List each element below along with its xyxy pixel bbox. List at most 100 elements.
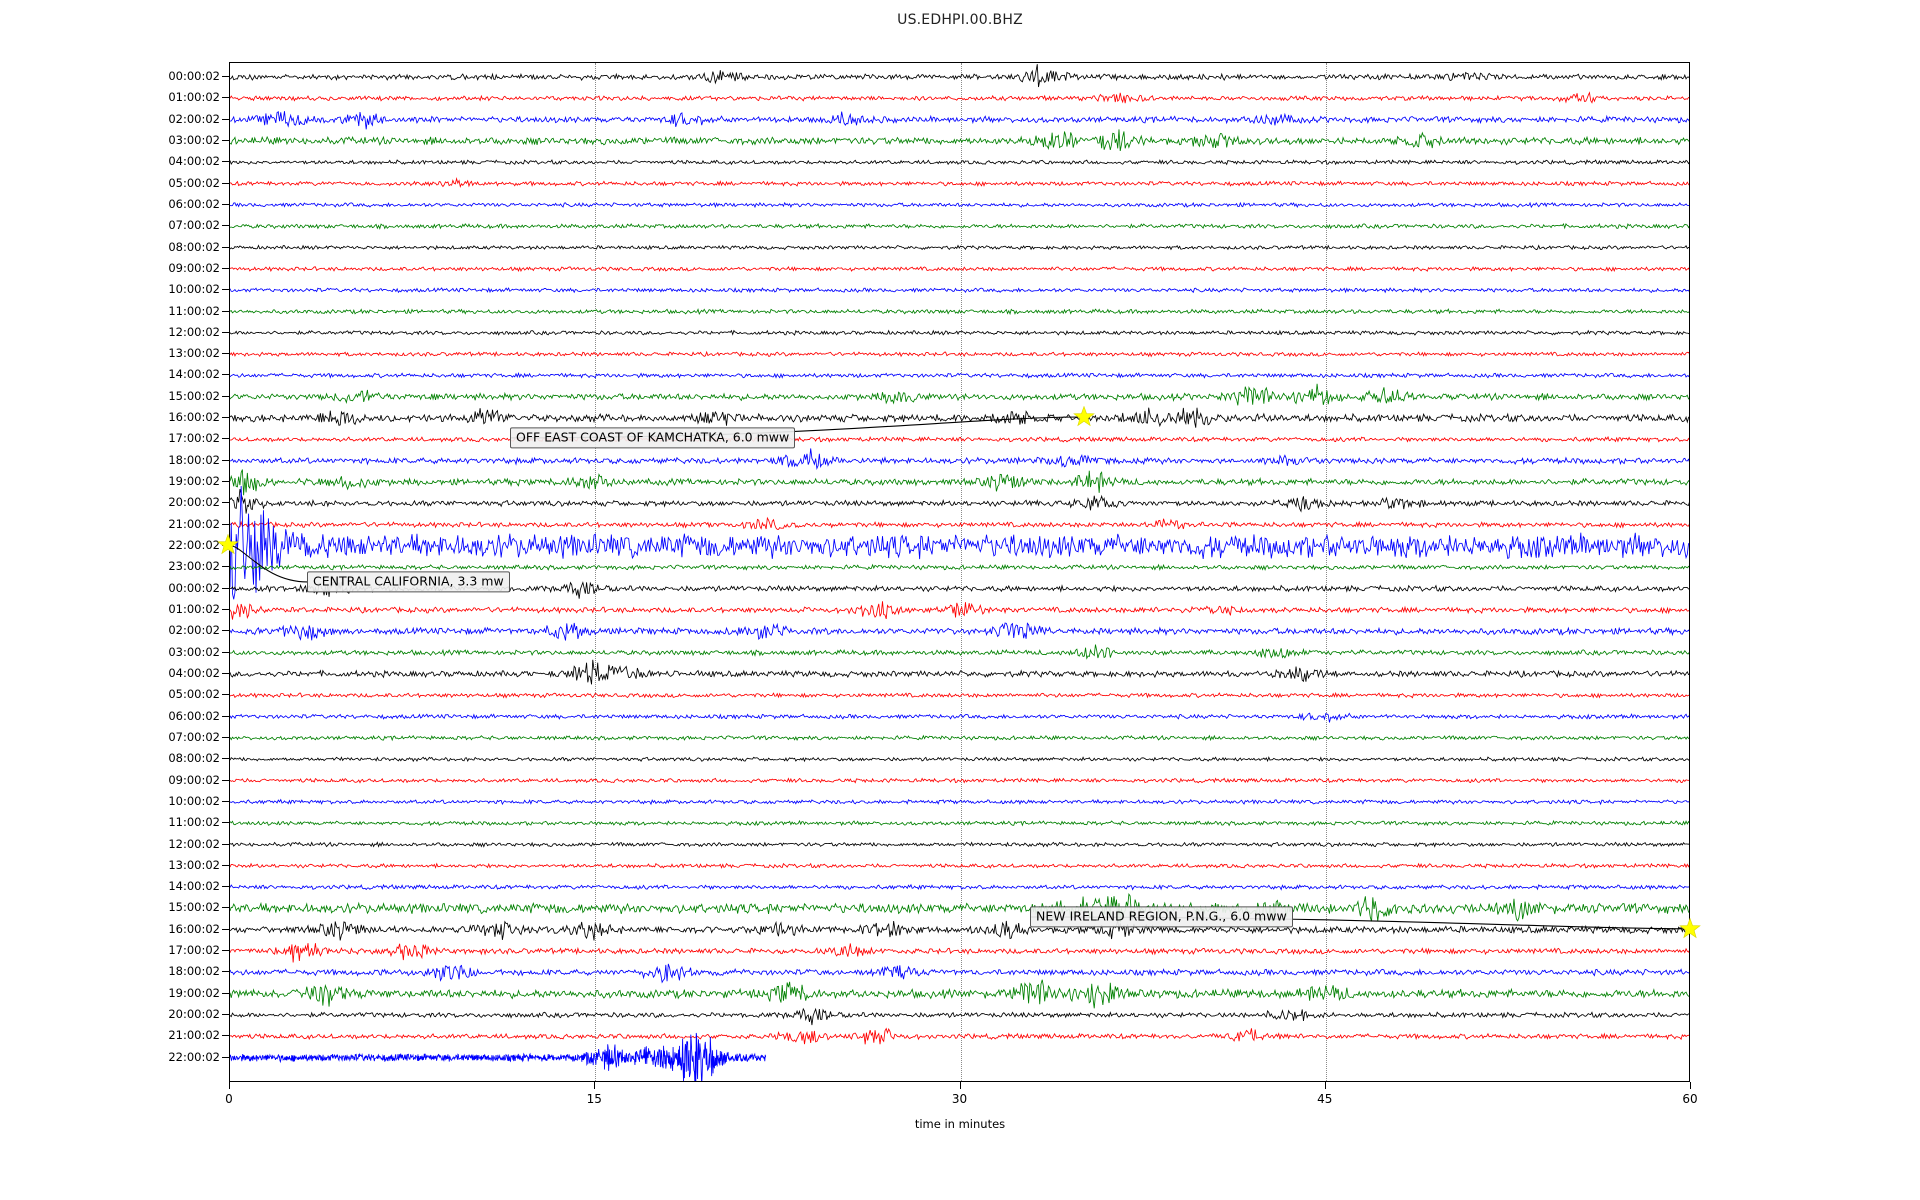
y-tick-19: [222, 481, 229, 483]
trace-row-14: [230, 372, 1689, 379]
y-tick-7: [222, 225, 229, 227]
y-tick-23: [222, 566, 229, 568]
y-tick-41: [222, 950, 229, 952]
trace-row-33: [230, 777, 1689, 784]
y-axis-label-row-4: 04:00:02: [168, 154, 220, 169]
trace-row-12: [230, 329, 1689, 336]
y-axis-label-row-38: 14:00:02: [168, 879, 220, 894]
y-tick-18: [222, 459, 229, 461]
y-tick-31: [222, 736, 229, 738]
y-tick-38: [222, 886, 229, 888]
event-label-central-california[interactable]: CENTRAL CALIFORNIA, 3.3 mw: [307, 571, 510, 593]
trace-row-11: [230, 308, 1689, 316]
trace-row-27: [230, 644, 1689, 660]
trace-row-19: [230, 469, 1689, 496]
trace-row-21: [230, 516, 1689, 530]
y-axis-label-row-45: 21:00:02: [168, 1028, 220, 1043]
trace-row-25: [230, 601, 1689, 620]
event-label-kamchatka[interactable]: OFF EAST COAST OF KAMCHATKA, 6.0 mww: [510, 427, 796, 449]
y-tick-28: [222, 672, 229, 674]
event-star-marker-central-california[interactable]: [216, 534, 239, 556]
y-axis-label-row-24: 00:00:02: [168, 580, 220, 595]
y-axis-label-row-19: 19:00:02: [168, 474, 220, 489]
y-tick-6: [222, 203, 229, 205]
y-tick-11: [222, 310, 229, 312]
trace-row-31: [230, 734, 1689, 742]
y-axis-label-row-21: 21:00:02: [168, 516, 220, 531]
y-axis-label-row-42: 18:00:02: [168, 964, 220, 979]
trace-row-22: [230, 486, 1689, 600]
y-tick-2: [222, 118, 229, 120]
y-axis-label-row-27: 03:00:02: [168, 644, 220, 659]
y-axis-label-row-3: 03:00:02: [168, 132, 220, 147]
trace-row-1: [230, 91, 1689, 104]
y-tick-25: [222, 609, 229, 610]
y-tick-34: [222, 800, 229, 802]
y-tick-30: [222, 715, 229, 717]
y-axis-label-row-26: 02:00:02: [168, 623, 220, 638]
y-axis-label-row-5: 05:00:02: [168, 175, 220, 190]
y-tick-33: [222, 779, 229, 781]
gridline-15min: [595, 63, 597, 1081]
trace-row-43: [230, 979, 1689, 1009]
event-star-marker-kamchatka[interactable]: [1072, 406, 1095, 428]
trace-row-26: [230, 622, 1689, 641]
y-axis-label-row-7: 07:00:02: [168, 218, 220, 233]
y-axis-label-row-46: 22:00:02: [168, 1049, 220, 1064]
y-axis-label-row-36: 12:00:02: [168, 836, 220, 851]
y-axis-label-row-14: 14:00:02: [168, 367, 220, 382]
y-tick-32: [222, 758, 229, 760]
y-tick-21: [222, 523, 229, 525]
y-tick-43: [222, 992, 229, 994]
y-tick-8: [222, 246, 229, 248]
x-tick-15: [594, 1082, 596, 1089]
y-axis-label-row-16: 16:00:02: [168, 410, 220, 425]
trace-row-34: [230, 798, 1689, 806]
gridline-30min: [960, 63, 962, 1081]
y-tick-40: [222, 928, 229, 930]
trace-row-44: [230, 1007, 1689, 1026]
event-star-marker-new-ireland[interactable]: [1679, 917, 1701, 940]
y-tick-17: [222, 438, 229, 440]
y-axis-label-row-15: 15:00:02: [168, 388, 220, 403]
trace-row-9: [230, 265, 1689, 273]
y-tick-24: [222, 587, 229, 589]
y-tick-1: [222, 97, 229, 99]
trace-row-35: [230, 819, 1689, 827]
trace-row-13: [230, 350, 1689, 358]
y-axis-label-row-37: 13:00:02: [168, 857, 220, 872]
trace-row-37: [230, 862, 1689, 869]
y-tick-35: [222, 822, 229, 824]
x-tick-label-45: 45: [1317, 1092, 1333, 1106]
x-axis-title: time in minutes: [914, 1117, 1006, 1131]
trace-row-40: [230, 919, 1689, 941]
y-tick-29: [222, 694, 229, 696]
y-tick-15: [222, 395, 229, 397]
y-tick-5: [222, 182, 229, 184]
y-axis-label-row-8: 08:00:02: [168, 239, 220, 254]
y-tick-4: [222, 161, 229, 163]
y-axis-label-row-20: 20:00:02: [168, 495, 220, 510]
y-axis-label-row-12: 12:00:02: [168, 324, 220, 339]
trace-row-29: [230, 691, 1689, 699]
trace-row-3: [230, 129, 1689, 152]
y-axis-label-row-13: 13:00:02: [168, 346, 220, 361]
y-tick-16: [222, 417, 229, 419]
y-tick-46: [222, 1056, 229, 1058]
x-tick-label-15: 15: [586, 1092, 602, 1106]
seismogram-traces: [230, 63, 1689, 1081]
y-axis-label-row-25: 01:00:02: [168, 602, 220, 616]
y-tick-44: [222, 1014, 229, 1016]
y-axis-label-row-31: 07:00:02: [168, 729, 220, 744]
trace-row-17: [230, 435, 1689, 443]
y-tick-42: [222, 971, 229, 973]
y-axis-label-row-44: 20:00:02: [168, 1007, 220, 1022]
trace-row-39: [230, 893, 1689, 923]
trace-row-32: [230, 756, 1689, 763]
y-axis-label-row-40: 16:00:02: [168, 921, 220, 936]
trace-row-18: [230, 448, 1689, 470]
y-axis-label-row-32: 08:00:02: [168, 751, 220, 766]
y-axis-label-row-35: 11:00:02: [168, 815, 220, 830]
event-label-new-ireland[interactable]: NEW IRELAND REGION, P.N.G., 6.0 mww: [1030, 906, 1293, 928]
